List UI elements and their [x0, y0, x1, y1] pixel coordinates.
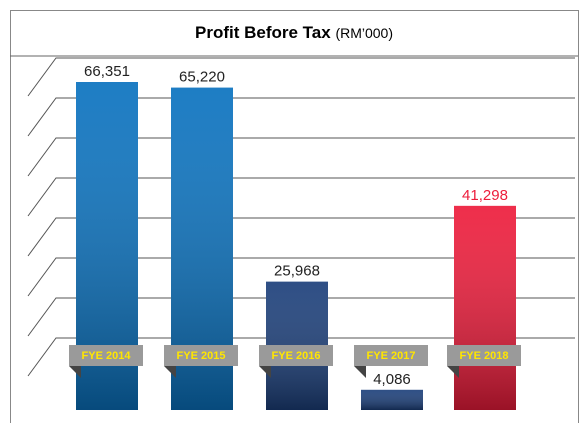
x-tick-label: FYE 2015	[177, 350, 226, 362]
tag	[259, 345, 333, 366]
tag	[354, 345, 428, 366]
perspective-line	[27, 97, 575, 137]
value-label: 65,220	[179, 69, 225, 86]
value-label: 66,351	[84, 63, 130, 80]
x-tick-label: FYE 2017	[367, 350, 416, 362]
perspective-line	[27, 257, 575, 297]
chart-title: Profit Before Tax (RM’000)	[195, 23, 393, 42]
tag-fold	[259, 366, 271, 378]
x-tick-label: FYE 2018	[460, 350, 509, 362]
tag-fold	[164, 366, 176, 378]
title-unit: (RM’000)	[335, 25, 393, 41]
value-label: 25,968	[274, 263, 320, 280]
title-text: Profit Before Tax	[195, 23, 331, 42]
tag	[164, 345, 238, 366]
perspective-line	[27, 297, 575, 337]
grid-decoration	[27, 57, 575, 377]
tag	[69, 345, 143, 366]
tag-fold	[447, 366, 459, 378]
bar-shade	[361, 389, 423, 410]
x-tick-label: FYE 2014	[82, 350, 132, 362]
perspective-line	[27, 217, 575, 257]
value-label: 4,086	[373, 371, 411, 388]
perspective-line	[27, 57, 575, 97]
perspective-line	[27, 177, 575, 217]
value-label: 41,298	[462, 187, 508, 204]
perspective-line	[27, 137, 575, 177]
tag-fold	[354, 366, 366, 378]
x-tick-label: FYE 2016	[272, 350, 321, 362]
tag-fold	[69, 366, 81, 378]
perspective-line	[27, 337, 575, 377]
bar-shade	[454, 205, 516, 410]
tag	[447, 345, 521, 366]
